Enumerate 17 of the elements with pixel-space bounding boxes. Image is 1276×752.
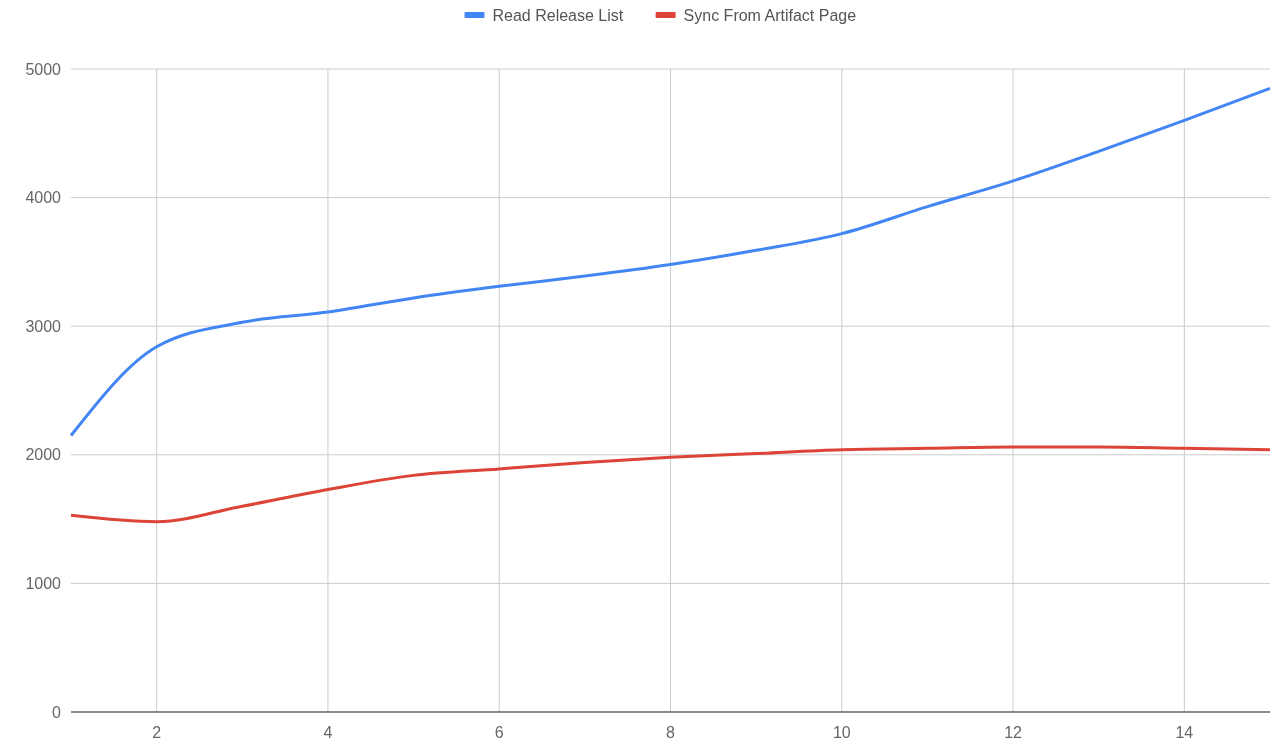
x-tick-label: 12 [1004,724,1023,741]
y-tick-label: 4000 [25,189,62,207]
x-tick-label: 2 [152,724,162,741]
y-tick-label: 0 [52,703,62,721]
y-tick-label: 2000 [25,446,62,464]
y-tick-label: 5000 [25,60,62,78]
line-series [69,445,1272,524]
x-tick-label: 6 [494,724,504,741]
y-tick-label: 3000 [25,317,62,335]
legend-label: Read Release List [492,6,624,24]
x-tick-label: 8 [666,724,676,741]
x-tick-label: 4 [323,724,333,741]
x-tick-label: 14 [1175,724,1194,741]
y-tick-label: 1000 [25,575,62,592]
line-series [69,86,1272,438]
legend-label: Sync From Artifact Page [683,6,857,24]
x-tick-label: 10 [832,724,851,741]
